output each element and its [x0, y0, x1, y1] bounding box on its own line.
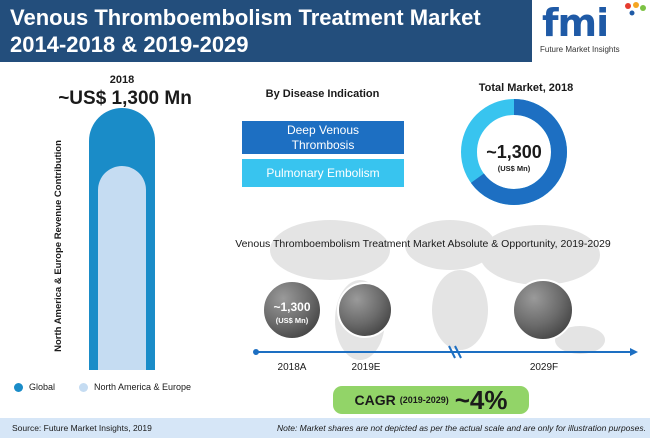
bubble-2018a: [262, 280, 322, 340]
indication-pe-label: Pulmonary Embolism: [266, 165, 380, 180]
timeline-label-2019e: 2019E: [351, 362, 381, 373]
cagr-period: (2019-2029): [399, 395, 449, 405]
total-market-title: Total Market, 2018: [478, 82, 574, 94]
legend: Global North America & Europe: [14, 382, 215, 392]
bubble-2018-unit: (US$ Mn): [275, 316, 309, 325]
fmi-logo: fmi Future Market Insights: [532, 0, 650, 62]
donut-center-value: ~1,300: [486, 142, 542, 162]
timeline-break-1: [448, 345, 456, 359]
logo-text: fmi: [542, 1, 609, 45]
world-map-background: [270, 220, 605, 360]
opportunity-timeline: [253, 279, 638, 359]
title-line-1: Venous Thromboembolism Treatment Market: [10, 5, 481, 30]
legend-na-europe-swatch: [79, 382, 89, 392]
timeline-label-2029f: 2029F: [529, 362, 559, 373]
timeline-start-dot: [253, 349, 259, 355]
bar-year-label: 2018: [109, 74, 135, 86]
cagr-value: ~4%: [454, 384, 508, 415]
timeline-arrow: [630, 348, 638, 356]
footer-bar: Source: Future Market Insights, 2019 Not…: [0, 418, 650, 438]
donut-center-unit: (US$ Mn): [497, 164, 531, 173]
total-market-donut: [461, 99, 567, 205]
legend-global-swatch: [14, 382, 23, 392]
indication-pe-box: Pulmonary Embolism: [242, 159, 404, 187]
logo-subtext: Future Market Insights: [540, 45, 620, 54]
disease-indication-title: By Disease Indication: [265, 88, 380, 100]
bubble-2029f: [512, 279, 574, 341]
indication-dvt-box: Deep Venous Thrombosis: [242, 121, 404, 154]
legend-na-europe-label: North America & Europe: [94, 382, 192, 392]
logo-dots-icon: [625, 2, 646, 16]
cagr-label: CAGR: [354, 392, 396, 408]
timeline-break-2: [454, 345, 462, 359]
page-title: Venous Thromboembolism Treatment Market …: [10, 4, 530, 58]
title-line-2: 2014-2018 & 2019-2029: [10, 32, 249, 57]
donut-slice-dvt: [461, 99, 567, 205]
header-banner: Venous Thromboembolism Treatment Market …: [0, 0, 650, 62]
bar-north-america-europe: [98, 166, 146, 370]
disclaimer-note: Note: Market shares are not depicted as …: [276, 423, 646, 433]
source-note: Source: Future Market Insights, 2019: [12, 423, 152, 433]
bubble-2018-value: ~1,300: [273, 300, 311, 314]
cagr-badge: CAGR (2019-2029) ~4%: [333, 384, 529, 415]
legend-global-label: Global: [29, 382, 56, 392]
bar-value-label: ~US$ 1,300 Mn: [58, 88, 192, 109]
timeline-label-2018a: 2018A: [277, 362, 307, 373]
y-axis-label: North America & Europe Revenue Contribut…: [53, 140, 64, 352]
opportunity-title: Venous Thromboembolism Treatment Market …: [235, 238, 611, 250]
bubble-2019e: [337, 282, 393, 338]
indication-dvt-label: Deep Venous Thrombosis: [286, 122, 360, 152]
